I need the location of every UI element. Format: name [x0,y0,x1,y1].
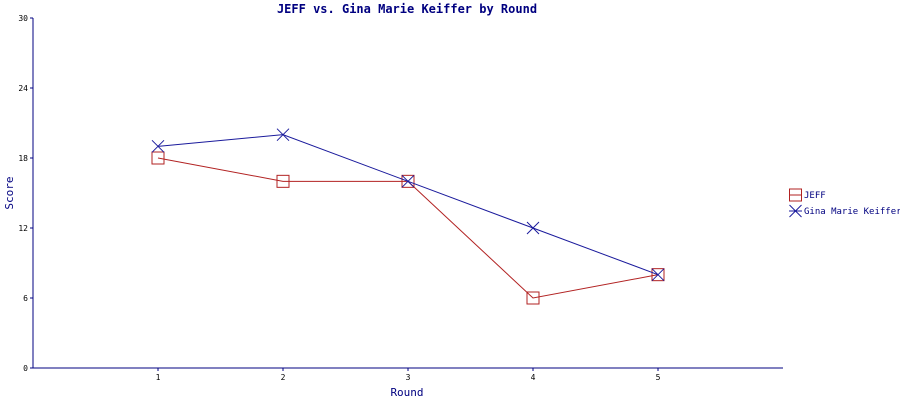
data-point [526,221,540,235]
series-line [157,134,659,276]
data-point [276,174,290,188]
data-point [401,174,415,188]
data-point [401,174,415,188]
series-layer [151,128,665,305]
data-point [651,268,665,282]
legend-item: Gina Marie Keiffer [789,204,900,218]
y-tick-label: 6 [23,294,28,303]
x-ticks: 1 2 3 4 5 [156,368,661,382]
axes [32,18,783,369]
legend-label: JEFF [804,191,826,201]
data-point [276,128,290,142]
x-tick-label: 1 [156,373,161,382]
chart-title: JEFF vs. Gina Marie Keiffer by Round [277,2,537,16]
legend-label: Gina Marie Keiffer [804,207,900,217]
y-tick-label: 18 [18,154,28,163]
series-1 [151,151,665,305]
y-tick-label: 24 [18,84,28,93]
x-axis-label: Round [390,386,423,399]
data-point [151,139,165,153]
y-axis-label: Score [3,176,16,209]
data-point [526,291,540,305]
x-tick-label: 3 [406,373,411,382]
x-tick-label: 5 [656,373,661,382]
series-line [157,157,659,299]
x-tick-label: 2 [281,373,286,382]
legend-marker [789,204,802,218]
y-tick-label: 0 [23,364,28,373]
series-2 [151,128,665,282]
y-tick-label: 12 [18,224,28,233]
data-point [651,268,665,282]
legend: JEFF Gina Marie Keiffer [789,188,900,218]
y-tick-label: 30 [18,14,28,23]
x-tick-label: 4 [531,373,536,382]
data-point [151,151,165,165]
y-ticks: 0 6 12 18 24 30 [18,14,33,373]
legend-item: JEFF [789,188,826,202]
legend-marker [789,188,802,202]
